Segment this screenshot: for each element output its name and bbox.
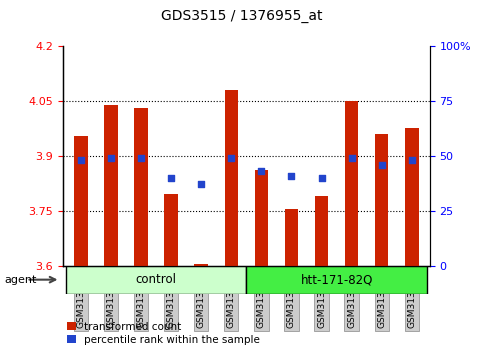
Point: [77, 157, 85, 163]
Point: [287, 173, 295, 178]
Point: [408, 157, 416, 163]
Bar: [315, 196, 328, 266]
Bar: [225, 90, 238, 266]
Bar: [104, 104, 118, 266]
Bar: [195, 264, 208, 266]
Point: [348, 155, 355, 161]
Point: [137, 155, 145, 161]
Point: [257, 168, 265, 174]
Bar: [345, 101, 358, 266]
Legend: transformed count, percentile rank within the sample: transformed count, percentile rank withi…: [63, 317, 264, 349]
Bar: [134, 108, 148, 266]
Bar: [375, 134, 388, 266]
Text: control: control: [136, 273, 177, 286]
Bar: [164, 194, 178, 266]
Bar: [74, 136, 87, 266]
Point: [167, 175, 175, 181]
Point: [227, 155, 235, 161]
Bar: [405, 128, 419, 266]
Bar: [246, 266, 427, 294]
Point: [318, 175, 326, 181]
Bar: [284, 209, 298, 266]
Point: [107, 155, 115, 161]
Text: GDS3515 / 1376955_at: GDS3515 / 1376955_at: [161, 9, 322, 23]
Point: [378, 162, 385, 167]
Text: htt-171-82Q: htt-171-82Q: [300, 273, 373, 286]
Bar: [255, 170, 268, 266]
Point: [198, 182, 205, 187]
Text: agent: agent: [5, 275, 37, 285]
Bar: [66, 266, 246, 294]
